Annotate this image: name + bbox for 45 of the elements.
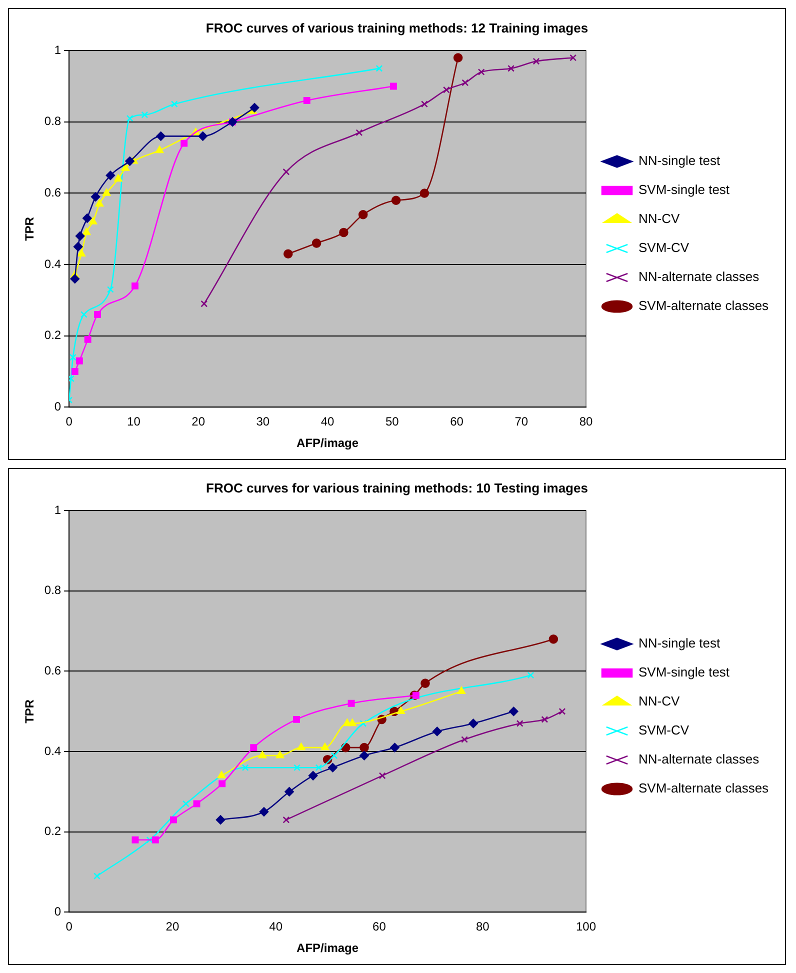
x-tick-label: 40 <box>320 414 335 429</box>
x-tick-label: 20 <box>192 414 206 429</box>
x-tick-label: 60 <box>450 414 464 429</box>
y-tick-label: 0.8 <box>44 583 62 598</box>
x-tick-label: 20 <box>166 920 180 934</box>
legend-label: NN-CV <box>638 694 680 709</box>
x-tick-label: 0 <box>66 920 73 934</box>
y-tick-label: 1 <box>54 42 62 57</box>
x-tick-label: 80 <box>476 920 490 934</box>
y-tick-label: 0 <box>54 904 62 919</box>
x-tick-label: 70 <box>514 414 528 429</box>
legend-label: NN-alternate classes <box>638 269 760 284</box>
x-tick-label: 60 <box>372 920 386 934</box>
legend-label: SVM-CV <box>638 240 690 256</box>
chart-title: FROC curves of various training methods: 12 Training images <box>206 20 588 36</box>
x-axis-title: AFP/image <box>296 436 359 450</box>
x-tick-label: 0 <box>66 414 73 429</box>
legend-label: NN-CV <box>638 211 680 226</box>
y-tick-label: 0.4 <box>44 744 62 758</box>
y-tick-label: 0.6 <box>44 664 62 678</box>
legend-label: NN-alternate classes <box>638 752 760 767</box>
y-axis-title: TPR <box>22 699 37 724</box>
x-tick-label: 80 <box>579 414 593 429</box>
y-tick-label: 0 <box>54 400 62 414</box>
x-tick-label: 50 <box>385 414 400 429</box>
legend-label: NN-single test <box>638 636 721 651</box>
legend-label: SVM-alternate classes <box>638 298 770 314</box>
y-axis-title: TPR <box>22 216 37 241</box>
y-tick-label: 0.6 <box>44 186 62 200</box>
x-tick-label: 30 <box>256 414 270 429</box>
y-tick-label: 0.2 <box>44 328 62 342</box>
legend-label: SVM-single test <box>638 664 730 680</box>
x-tick-label: 100 <box>576 920 596 934</box>
y-tick-label: 0.8 <box>44 114 62 128</box>
y-tick-label: 0.2 <box>44 824 62 838</box>
x-axis-title: AFP/image <box>296 941 359 956</box>
y-tick-label: 1 <box>54 502 62 517</box>
y-tick-label: 0.4 <box>44 256 62 271</box>
legend-label: SVM-single test <box>638 182 730 198</box>
legend-label: SVM-alternate classes <box>638 780 770 796</box>
legend-label: NN-single test <box>638 153 721 168</box>
chart-title: FROC curves for various training methods: 10 Testing images <box>206 480 588 496</box>
legend-label: SVM-CV <box>638 722 690 738</box>
x-tick-label: 10 <box>127 414 141 429</box>
x-tick-label: 40 <box>269 920 283 934</box>
